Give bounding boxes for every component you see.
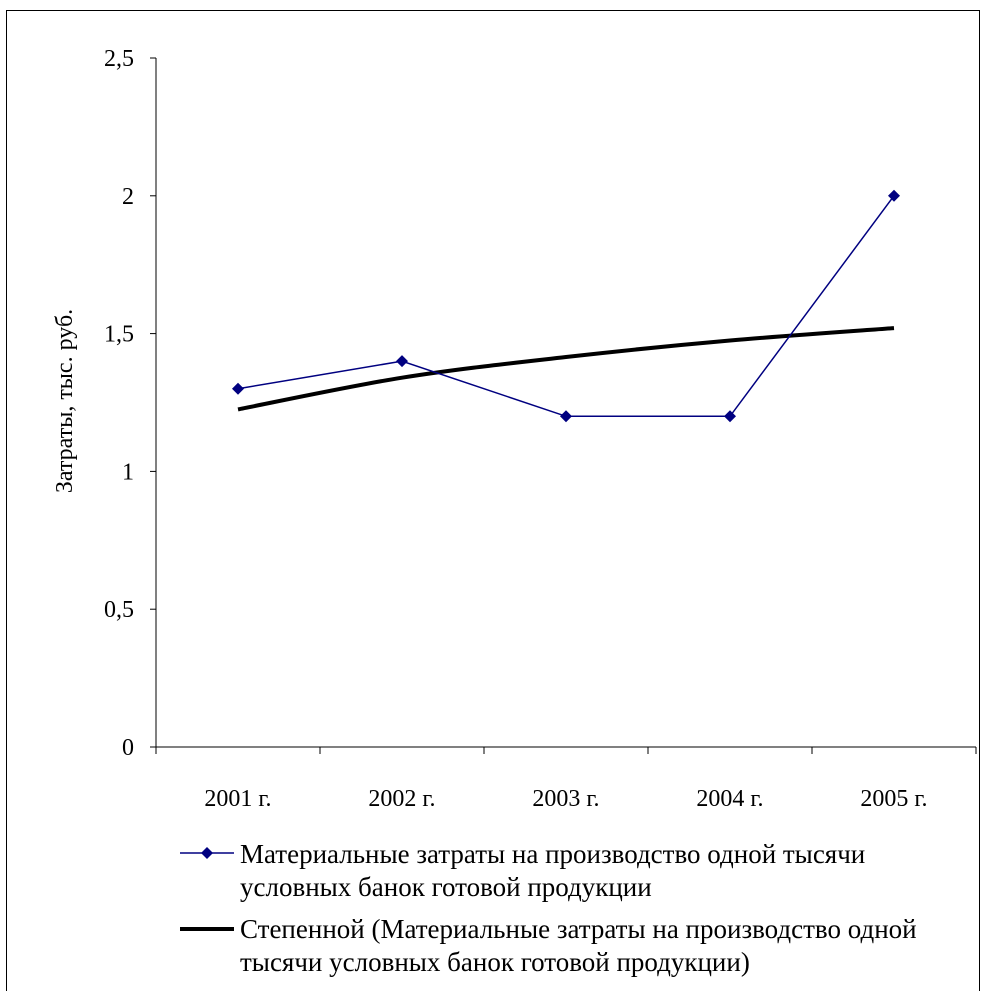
chart-frame [6, 10, 980, 991]
y-axis-label: Затраты, тыс. руб. [52, 309, 78, 493]
data-point-marker [560, 410, 572, 423]
legend-symbol-series [180, 847, 234, 859]
y-tick-label: 1 [122, 459, 134, 485]
y-tick-label: 1,5 [104, 322, 134, 348]
legend-entry-series: Материальные затраты на производство одн… [240, 839, 866, 902]
y-tick-label: 0 [122, 735, 134, 761]
data-point-marker [888, 189, 900, 202]
data-point-marker [724, 410, 736, 423]
x-tick-label: 2002 г. [368, 786, 435, 812]
x-tick-label: 2005 г. [860, 786, 927, 812]
data-point-marker [396, 355, 408, 368]
legend-entry-trendline: Степенной (Материальные затраты на произ… [240, 914, 917, 977]
x-tick-label: 2004 г. [696, 786, 763, 812]
x-tick-label: 2001 г. [204, 786, 271, 812]
y-tick-label: 2,5 [104, 46, 134, 72]
series-line-material-costs [237, 195, 895, 418]
trendline-power [237, 326, 895, 412]
data-point-marker [232, 382, 244, 395]
y-tick-label: 0,5 [104, 597, 134, 623]
x-tick-label: 2003 г. [532, 786, 599, 812]
y-tick-label: 2 [122, 184, 134, 210]
